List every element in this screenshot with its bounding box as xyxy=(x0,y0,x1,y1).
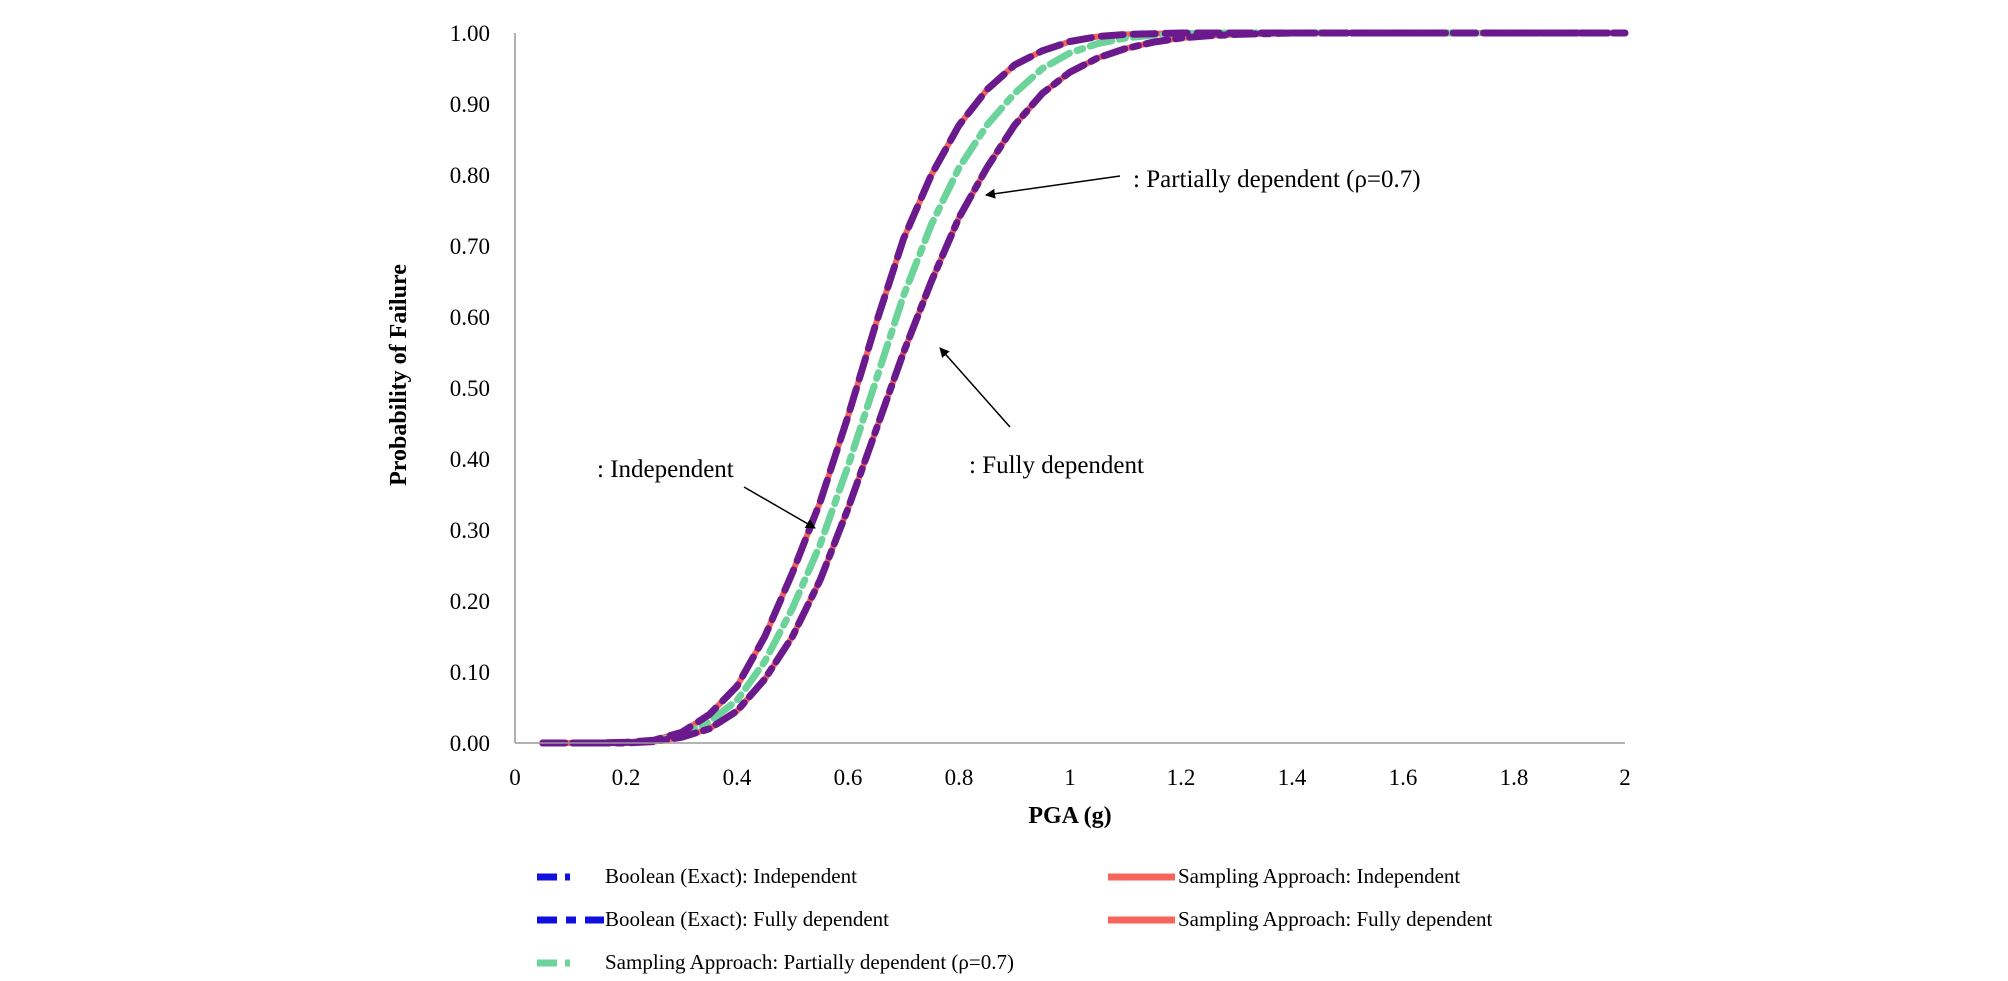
x-tick-label: 0.4 xyxy=(723,765,752,790)
y-tick-label: 0.90 xyxy=(450,92,490,117)
legend-label-sampling-fully-dependent: Sampling Approach: Fully dependent xyxy=(1178,907,1493,931)
y-tick-label: 0.80 xyxy=(450,163,490,188)
x-tick-label: 0 xyxy=(509,765,521,790)
y-tick-label: 0.50 xyxy=(450,376,490,401)
y-tick-label: 0.70 xyxy=(450,234,490,259)
legend-entry-boolean-independent: Boolean (Exact): Independent xyxy=(537,864,857,888)
legend-label-sampling-partially-dependent: Sampling Approach: Partially dependent (… xyxy=(605,950,1014,974)
x-tick-label: 1 xyxy=(1064,765,1076,790)
series-group xyxy=(539,29,1629,747)
x-tick-label: 1.2 xyxy=(1167,765,1196,790)
y-tick-label: 1.00 xyxy=(450,21,490,46)
annotation-label-partially-dependent: : Partially dependent (ρ=0.7) xyxy=(1133,166,1421,193)
annotation-label-fully-dependent: : Fully dependent xyxy=(969,452,1144,479)
legend-entry-boolean-fully-dependent: Boolean (Exact): Fully dependent xyxy=(537,907,889,931)
x-tick-label: 0.6 xyxy=(834,765,863,790)
tick-labels: 0 0.2 0.4 0.6 0.8 1 1.2 1.4 1.6 1.8 2 0.00 0.10 0.20 0… xyxy=(450,21,1631,790)
x-tick-label: 1.6 xyxy=(1389,765,1418,790)
legend-label-boolean-fully-dependent: Boolean (Exact): Fully dependent xyxy=(605,907,889,931)
annotation-partially-dependent: : Partially dependent (ρ=0.7) xyxy=(985,166,1421,199)
legend: Boolean (Exact): Independent Sampling Ap… xyxy=(537,864,1493,974)
series-line-4 xyxy=(539,29,1629,747)
x-tick-label: 1.4 xyxy=(1278,765,1307,790)
series-line-5 xyxy=(539,29,1629,747)
x-axis-title: PGA (g) xyxy=(1028,803,1111,829)
series-line-1 xyxy=(539,30,1628,746)
y-tick-label: 0.40 xyxy=(450,447,490,472)
y-tick-label: 0.60 xyxy=(450,305,490,330)
y-axis-title: Probability of Failure xyxy=(386,264,412,486)
legend-label-boolean-independent: Boolean (Exact): Independent xyxy=(605,864,857,888)
annotation-label-independent: : Independent xyxy=(597,456,734,483)
x-tick-label: 0.2 xyxy=(612,765,641,790)
y-tick-label: 0.00 xyxy=(450,731,490,756)
legend-label-sampling-independent: Sampling Approach: Independent xyxy=(1178,864,1460,888)
series-line-3 xyxy=(539,29,1629,747)
y-tick-label: 0.10 xyxy=(450,660,490,685)
annotation-independent: : Independent xyxy=(597,456,816,529)
x-tick-label: 0.8 xyxy=(945,765,974,790)
y-tick-label: 0.30 xyxy=(450,518,490,543)
legend-entry-sampling-partially-dependent: Sampling Approach: Partially dependent (… xyxy=(537,950,1014,974)
y-tick-label: 0.20 xyxy=(450,589,490,614)
annotation-arrow-independent xyxy=(743,486,816,529)
annotation-arrow-partially-dependent xyxy=(985,175,1121,199)
legend-entry-sampling-fully-dependent: Sampling Approach: Fully dependent xyxy=(1108,907,1493,931)
x-tick-label: 2 xyxy=(1619,765,1631,790)
x-tick-label: 1.8 xyxy=(1500,765,1529,790)
series-line-2 xyxy=(539,30,1628,746)
annotation-fully-dependent: : Fully dependent xyxy=(939,347,1144,479)
legend-entry-sampling-independent: Sampling Approach: Independent xyxy=(1108,864,1460,888)
annotation-arrow-fully-dependent xyxy=(939,347,1011,428)
